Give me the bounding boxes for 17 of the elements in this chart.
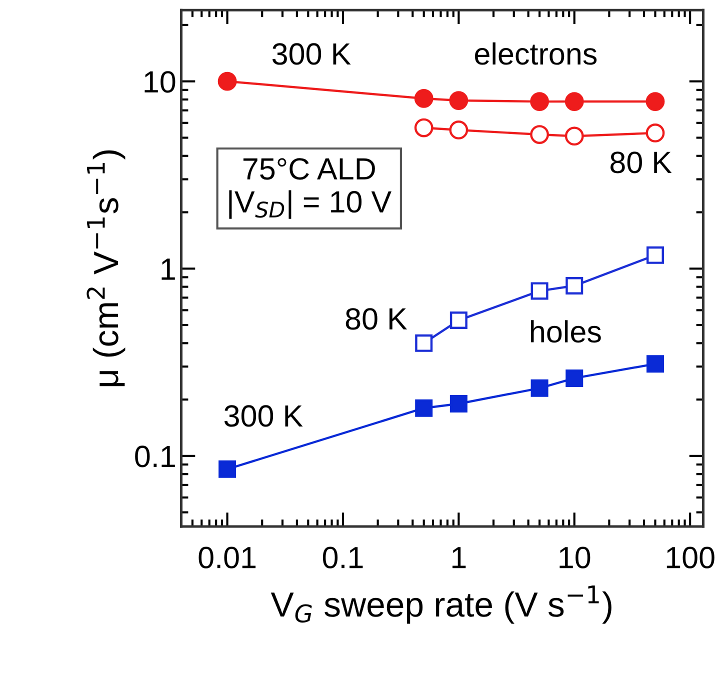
annotation: holes xyxy=(531,320,601,343)
x-tick-label: 10 xyxy=(560,546,590,568)
x-tick-label: 0.1 xyxy=(322,546,363,568)
x-tick-label: 100 xyxy=(666,546,714,568)
y-axis-title: μ (cm$^{2}$ V$^{−1}$s$^{−1}$) xyxy=(86,150,126,386)
annotation: 80 K xyxy=(346,308,408,330)
annotation: electrons xyxy=(475,42,597,65)
x-tick-label: 1 xyxy=(452,547,466,568)
annotation: 300 K xyxy=(224,405,303,427)
annotation: 80 K xyxy=(610,152,672,174)
annotation: 300 K xyxy=(272,43,351,65)
x-tick-label: 0.01 xyxy=(198,546,256,568)
annotation: 75°C ALD |V$_{SD}$| = 10 V xyxy=(229,158,392,219)
y-tick-label: 0.1 xyxy=(135,446,175,468)
x-axis-title: V$_{G}$ sweep rate (V s$^{−1}$) xyxy=(270,586,612,624)
y-tick-label: 1 xyxy=(162,258,175,280)
y-tick-label: 10 xyxy=(144,71,176,93)
